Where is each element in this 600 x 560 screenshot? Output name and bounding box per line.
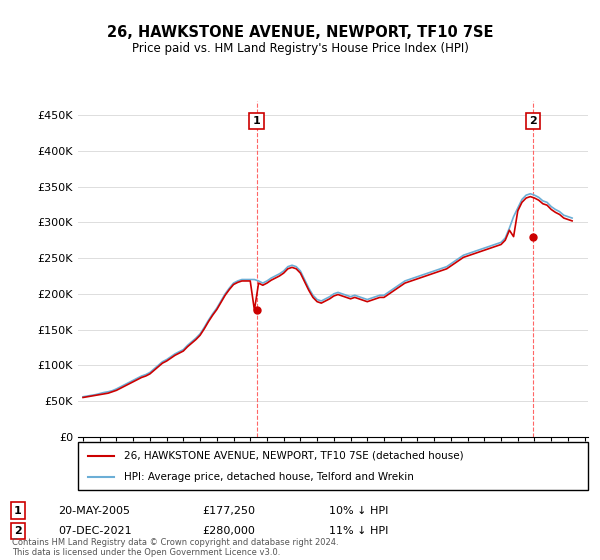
FancyBboxPatch shape [78,442,588,490]
Text: 10% ↓ HPI: 10% ↓ HPI [329,506,388,516]
Text: 2: 2 [14,526,22,536]
Text: Contains HM Land Registry data © Crown copyright and database right 2024.
This d: Contains HM Land Registry data © Crown c… [12,538,338,557]
Text: 11% ↓ HPI: 11% ↓ HPI [329,526,388,536]
Text: 1: 1 [253,116,260,126]
Text: 20-MAY-2005: 20-MAY-2005 [58,506,130,516]
Text: 2: 2 [529,116,537,126]
Text: £280,000: £280,000 [202,526,255,536]
Text: HPI: Average price, detached house, Telford and Wrekin: HPI: Average price, detached house, Telf… [124,472,414,482]
Text: 26, HAWKSTONE AVENUE, NEWPORT, TF10 7SE (detached house): 26, HAWKSTONE AVENUE, NEWPORT, TF10 7SE … [124,451,464,461]
Text: 07-DEC-2021: 07-DEC-2021 [58,526,132,536]
Text: Price paid vs. HM Land Registry's House Price Index (HPI): Price paid vs. HM Land Registry's House … [131,42,469,55]
Text: 1: 1 [14,506,22,516]
Text: 26, HAWKSTONE AVENUE, NEWPORT, TF10 7SE: 26, HAWKSTONE AVENUE, NEWPORT, TF10 7SE [107,25,493,40]
Text: £177,250: £177,250 [202,506,255,516]
